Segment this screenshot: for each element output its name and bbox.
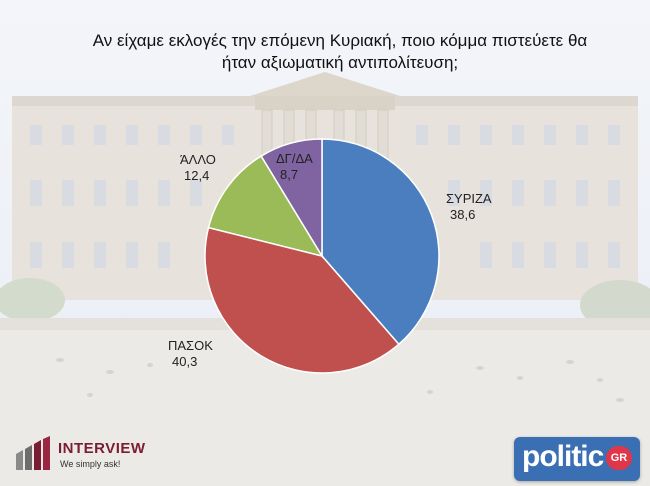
slice-value-label: 12,4 <box>184 168 209 183</box>
interview-brand-text: INTERVIEW <box>58 440 146 457</box>
chart-title-line-1: Αν είχαμε εκλογές την επόμενη Κυριακή, π… <box>92 31 588 50</box>
politic-brand-text: politic <box>522 440 604 473</box>
slice-category-label: ΠΑΣΟΚ <box>168 338 213 353</box>
pie-slice-ΔΓ/ΔΑ <box>260 138 323 259</box>
interview-tagline: We simply ask! <box>60 459 121 469</box>
interview-logo: INTERVIEW We simply ask! <box>14 436 164 476</box>
chart-title: Αν είχαμε εκλογές την επόμενη Κυριακή, π… <box>60 30 620 74</box>
slice-category-label: ΔΓ/ΔΑ <box>276 151 313 166</box>
pie-slice-ΆΛΛΟ <box>207 155 324 258</box>
politic-gr-badge: GR <box>606 446 632 470</box>
slice-category-label: ΆΛΛΟ <box>180 152 216 167</box>
slice-value-label: 40,3 <box>172 354 197 369</box>
bar-graph-logo-icon <box>16 436 50 470</box>
politic-logo: politic GR <box>514 437 640 481</box>
pie-slice-ΣΥΡΙΖΑ <box>321 138 440 346</box>
chart-title-line-2: ήταν αξιωματική αντιπολίτευση; <box>221 53 459 72</box>
slice-category-label: ΣΥΡΙΖΑ <box>446 191 492 206</box>
slice-value-label: 38,6 <box>450 207 475 222</box>
pie-slice-ΠΑΣΟΚ <box>204 226 400 374</box>
slice-value-label: 8,7 <box>280 167 298 182</box>
